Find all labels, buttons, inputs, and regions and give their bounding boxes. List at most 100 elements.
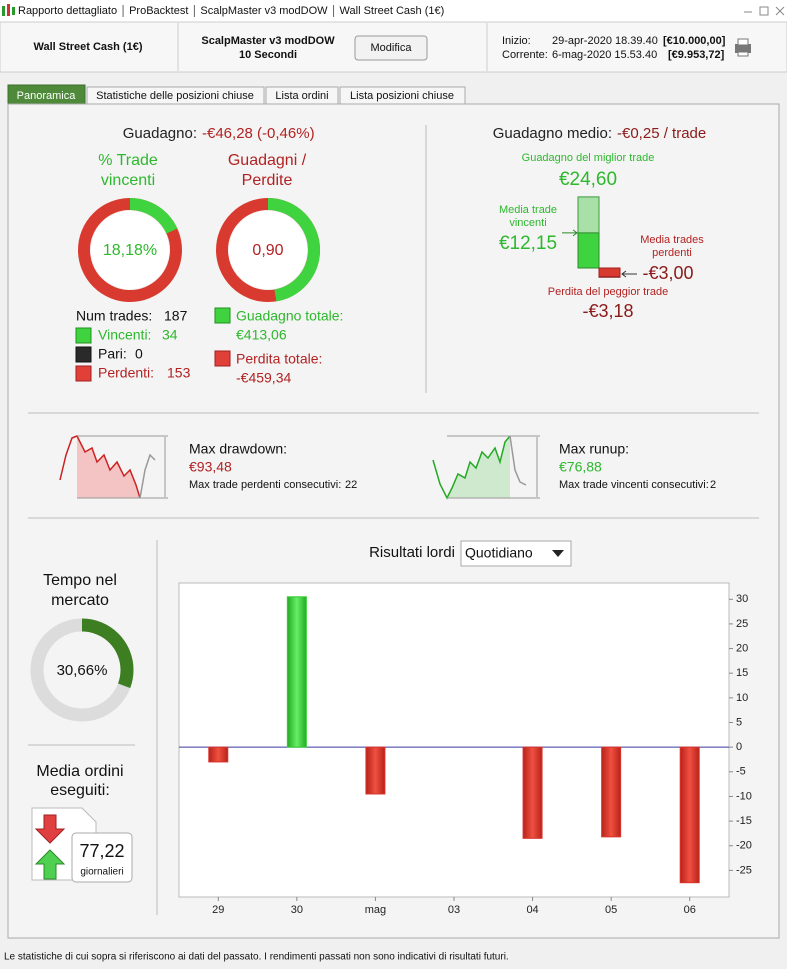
total-loss-label: Perdita totale: bbox=[236, 351, 322, 367]
legend-swatch bbox=[75, 365, 92, 382]
donut-hole bbox=[229, 211, 307, 289]
tab-label[interactable]: Panoramica bbox=[17, 90, 77, 102]
win-rate-title: vincenti bbox=[101, 172, 155, 189]
market-time-label: 30,66% bbox=[57, 662, 108, 679]
best-label: Guadagno del miglior trade bbox=[522, 152, 655, 164]
title-bar bbox=[0, 0, 787, 22]
win-rate-label: 18,18% bbox=[103, 242, 157, 259]
num-trades-label: Num trades: bbox=[76, 308, 152, 324]
window-controls[interactable] bbox=[744, 6, 785, 16]
strategy: ScalpMaster v3 modDOW bbox=[201, 35, 335, 47]
total-loss-value: -€459,34 bbox=[236, 370, 291, 386]
bar bbox=[679, 746, 700, 884]
window-title-item: Rapporto dettagliato bbox=[18, 5, 117, 17]
tab-label[interactable]: Lista posizioni chiuse bbox=[350, 90, 454, 102]
start-label: Inizio: bbox=[502, 35, 531, 47]
edit-button-label[interactable]: Modifica bbox=[371, 42, 413, 54]
y-tick-label: 0 bbox=[736, 741, 742, 753]
y-tick-label: 10 bbox=[736, 692, 748, 704]
y-tick-label: 5 bbox=[736, 716, 742, 728]
legend-swatch bbox=[75, 346, 92, 363]
ratio-label: 0,90 bbox=[252, 242, 283, 259]
legend-swatch bbox=[214, 350, 231, 367]
y-tick-label: -10 bbox=[736, 790, 752, 802]
y-tick-label: -5 bbox=[736, 766, 746, 778]
winners-label: Vincenti: bbox=[98, 327, 151, 343]
donut-gain-arc bbox=[216, 198, 320, 302]
runup-sparkline bbox=[432, 435, 540, 500]
bar bbox=[208, 746, 229, 763]
instrument: Wall Street Cash (1€) bbox=[33, 41, 142, 53]
tab-label[interactable]: Statistiche delle posizioni chiuse bbox=[96, 90, 254, 102]
winners-value: 34 bbox=[162, 327, 178, 343]
period-value[interactable]: Quotidiano bbox=[465, 545, 533, 561]
avg-win-label: Media trade bbox=[499, 204, 557, 216]
footer-note: Le statistiche di cui sopra si riferisco… bbox=[4, 952, 509, 963]
bar bbox=[365, 746, 386, 795]
x-tick-label: 04 bbox=[526, 904, 538, 916]
y-tick-label: -25 bbox=[736, 864, 752, 876]
runup-streak: 2 bbox=[710, 479, 716, 491]
legend-swatch bbox=[75, 327, 92, 344]
current-date: 6-mag-2020 15.53.40 bbox=[552, 49, 657, 61]
y-tick-label: -20 bbox=[736, 840, 752, 852]
avg-loss-label: perdenti bbox=[652, 247, 692, 259]
num-trades: 187 bbox=[164, 308, 188, 324]
window-title-item: ScalpMaster v3 modDOW bbox=[200, 5, 328, 17]
market-time-title: Tempo nel bbox=[43, 572, 117, 589]
pointer-arrow bbox=[562, 229, 578, 237]
y-tick-label: 25 bbox=[736, 618, 748, 630]
x-tick-label: 06 bbox=[684, 904, 696, 916]
avg-win-bar bbox=[577, 232, 600, 269]
total-gain-label: Guadagno totale: bbox=[236, 308, 343, 324]
print-icon[interactable] bbox=[735, 38, 751, 57]
drawdown-label: Max drawdown: bbox=[189, 441, 287, 457]
pointer-arrow bbox=[621, 270, 637, 278]
plot-area bbox=[178, 582, 730, 898]
average-label: Guadagno medio: bbox=[493, 125, 612, 142]
edit-button[interactable] bbox=[354, 35, 428, 61]
app-icon bbox=[2, 4, 15, 16]
average-value: -€0,25 / trade bbox=[617, 125, 706, 142]
bar bbox=[601, 746, 622, 838]
donut-win-arc bbox=[78, 198, 182, 302]
avg-win-label: vincenti bbox=[509, 217, 546, 229]
orders-title: eseguiti: bbox=[50, 782, 110, 799]
start-capital: [€10.000,00] bbox=[663, 35, 726, 47]
worst-label: Perdita del peggior trade bbox=[548, 286, 668, 298]
best-value: €24,60 bbox=[559, 169, 617, 190]
current-capital: [€9.953,72] bbox=[668, 49, 725, 61]
y-tick-label: 30 bbox=[736, 593, 748, 605]
current-label: Corrente: bbox=[502, 49, 548, 61]
runup-label: Max runup: bbox=[559, 441, 629, 457]
orders-unit: giornalieri bbox=[80, 867, 123, 878]
avg-win-value: €12,15 bbox=[499, 233, 557, 254]
win-rate-title: % Trade bbox=[98, 152, 158, 169]
timeframe: 10 Secondi bbox=[239, 49, 297, 61]
avg-loss-value: -€3,00 bbox=[642, 263, 693, 283]
window-title-item: Wall Street Cash (1€) bbox=[340, 5, 445, 17]
tab-label[interactable]: Lista ordini bbox=[275, 90, 328, 102]
avg-loss-bar bbox=[598, 267, 621, 278]
donut-hole bbox=[91, 211, 169, 289]
x-tick-label: mag bbox=[365, 904, 386, 916]
even-label: Pari: bbox=[98, 346, 127, 362]
drawdown-streak-label: Max trade perdenti consecutivi: bbox=[189, 479, 341, 491]
start-date: 29-apr-2020 18.39.40 bbox=[552, 35, 658, 47]
runup-value: €76,88 bbox=[559, 459, 602, 475]
runup-streak-label: Max trade vincenti consecutivi: bbox=[559, 479, 709, 491]
ratio-title: Perdite bbox=[242, 172, 293, 189]
worst-value: -€3,18 bbox=[582, 301, 633, 321]
even-value: 0 bbox=[135, 346, 143, 362]
orders-value: 77,22 bbox=[79, 841, 124, 861]
y-tick-label: 20 bbox=[736, 642, 748, 654]
window-title-item: ProBacktest bbox=[129, 5, 188, 17]
chart-title: Risultati lordi bbox=[369, 544, 455, 561]
gain-value: -€46,28 (-0,46%) bbox=[202, 125, 315, 142]
bar bbox=[286, 596, 307, 748]
avg-loss-label: Media trades bbox=[640, 234, 704, 246]
period-dropdown[interactable] bbox=[460, 540, 572, 567]
losers-label: Perdenti: bbox=[98, 365, 154, 381]
drawdown-streak: 22 bbox=[345, 479, 357, 491]
